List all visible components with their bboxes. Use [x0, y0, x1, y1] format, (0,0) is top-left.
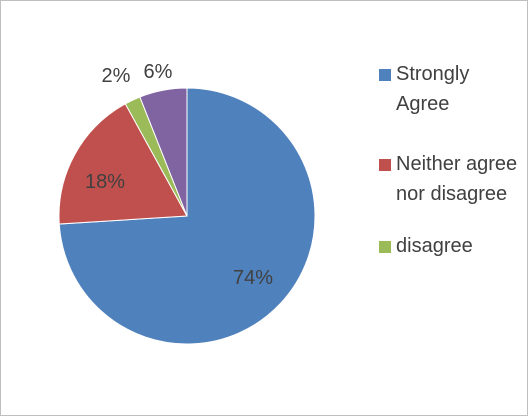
- data-label-4: 6%: [144, 61, 173, 83]
- legend-label-strongly-agree: Strongly Agree: [396, 63, 470, 115]
- pie-slice-2: [58, 103, 188, 225]
- legend-label-disagree: disagree: [396, 235, 473, 257]
- legend-swatch-strongly-agree: [379, 69, 391, 81]
- legend-swatch-neither: [379, 159, 391, 171]
- data-label-1: 74%: [233, 267, 273, 289]
- pie-slice-4: [139, 87, 188, 217]
- data-label-3: 2%: [102, 65, 131, 87]
- data-label-2: 18%: [85, 171, 125, 193]
- legend: Strongly Agree Neither agree nor disagre…: [379, 59, 519, 261]
- legend-item-strongly-agree: Strongly Agree: [379, 59, 519, 119]
- legend-item-disagree: disagree: [379, 231, 519, 261]
- legend-swatch-disagree: [379, 241, 391, 253]
- legend-label-neither: Neither agree nor disagree: [396, 153, 518, 205]
- legend-item-neither: Neither agree nor disagree: [379, 149, 519, 209]
